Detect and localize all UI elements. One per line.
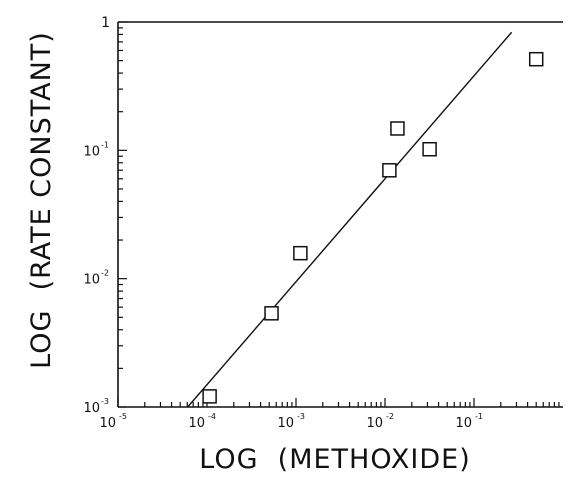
y-tick-exponent: -3 xyxy=(101,397,109,406)
plot-frame xyxy=(117,21,563,408)
y-tick-exponent: -1 xyxy=(101,140,109,149)
data-point-square xyxy=(528,51,544,67)
x-axis-title: LOG (METHOXIDE) xyxy=(199,444,470,475)
x-tick-exponent: -1 xyxy=(475,412,483,421)
data-points-layer xyxy=(202,51,544,404)
x-tick-exponent: -2 xyxy=(386,412,394,421)
y-tick-label: 10 xyxy=(83,144,100,159)
data-point-square xyxy=(264,306,279,321)
x-tick-label: 10 xyxy=(188,416,205,431)
y-axis-title: LOG (RATE CONSTANT) xyxy=(26,31,57,369)
y-tick-label: 10 xyxy=(83,273,100,288)
fit-line xyxy=(187,31,513,408)
y-tick-label: 10 xyxy=(83,401,100,416)
y-tick-label: 1 xyxy=(101,15,110,31)
fit-line-layer xyxy=(187,31,513,408)
x-tick-exponent: -4 xyxy=(208,412,216,421)
x-axis-ticks: 10 -5 10 -4 10 -3 10 -2 10 -1 xyxy=(99,398,560,431)
data-point-square xyxy=(202,389,217,404)
x-tick-label: 10 xyxy=(99,416,116,431)
y-axis-ticks: 10 -310 -210 -11 xyxy=(83,15,127,416)
x-tick-label: 10 xyxy=(455,416,472,431)
data-point-square xyxy=(390,121,405,136)
data-point-square xyxy=(293,245,308,261)
x-tick-label: 10 xyxy=(277,416,294,431)
x-tick-exponent: -5 xyxy=(119,412,127,421)
x-tick-exponent: -3 xyxy=(297,412,305,421)
data-point-square xyxy=(422,141,437,157)
data-point-square xyxy=(382,163,397,178)
x-tick-label: 10 xyxy=(366,416,383,431)
y-tick-exponent: -2 xyxy=(101,269,109,278)
